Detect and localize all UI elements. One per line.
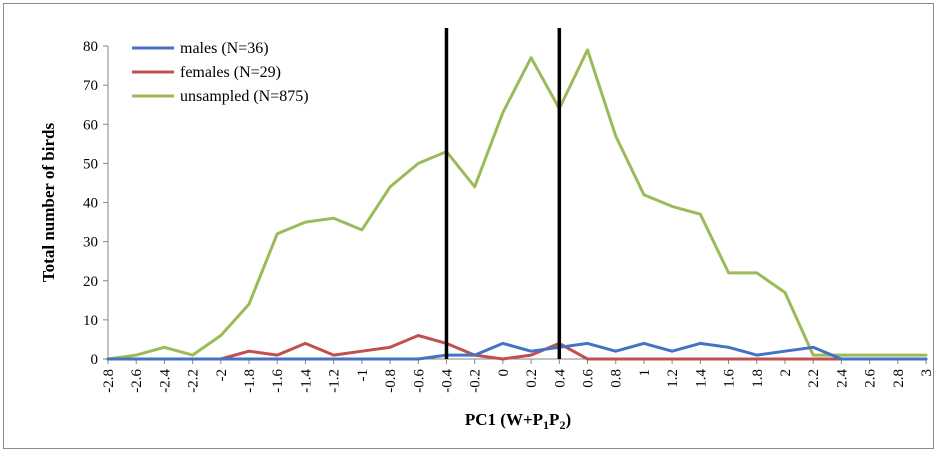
y-tick-label: 70 — [83, 78, 98, 94]
x-tick-label: -0.4 — [439, 369, 455, 393]
x-tick-label: 3 — [919, 369, 935, 377]
x-axis-title-end: ) — [565, 410, 571, 429]
legend: males (N=36) females (N=29) unsampled (N=8… — [132, 40, 309, 105]
x-tick-label: 2 — [778, 369, 794, 377]
y-tick-label: 50 — [83, 156, 98, 172]
x-tick-label: -2 — [214, 369, 230, 382]
series-line-males — [106, 341, 928, 361]
x-tick-label: 1.4 — [693, 369, 709, 388]
x-axis-title-mid: P — [549, 410, 559, 429]
y-tick-label: 60 — [83, 117, 98, 133]
x-tick-label: 2.6 — [863, 369, 879, 388]
y-tick-label: 10 — [83, 313, 98, 329]
x-tick-label: 0.2 — [524, 369, 540, 388]
x-tick-label: -2.8 — [101, 369, 117, 393]
chart-frame — [3, 3, 934, 449]
y-axis-title: Total number of birds — [39, 123, 58, 283]
x-tick-label: -2.4 — [157, 369, 173, 393]
x-tick-label: -1.6 — [270, 369, 286, 393]
x-axis-title: PC1 (W+P1P2) — [465, 410, 571, 432]
x-tick-label: -2.2 — [186, 369, 202, 393]
y-tick-label: 20 — [83, 274, 98, 290]
x-tick-label: 0.6 — [581, 369, 597, 388]
x-tick-label: 0.4 — [552, 369, 568, 388]
x-axis-title-sub1: 1 — [543, 418, 549, 432]
reference-lines — [444, 28, 562, 359]
series-layer — [106, 48, 928, 361]
x-tick-label: -0.8 — [383, 369, 399, 393]
x-tick-label: 1 — [637, 369, 653, 377]
y-tick-label: 40 — [83, 196, 98, 212]
x-tick-label: -1.2 — [327, 369, 343, 393]
series-line-unsampled — [106, 48, 928, 361]
x-tick-label: -2.6 — [129, 369, 145, 393]
y-tick-label: 0 — [91, 352, 99, 368]
legend-label: males (N=36) — [180, 40, 269, 57]
x-tick-label: 1.8 — [750, 369, 766, 388]
x-tick-label: 1.2 — [665, 369, 681, 388]
x-tick-label: -0.2 — [468, 369, 484, 393]
legend-label: females (N=29) — [180, 64, 281, 81]
x-tick-label: 2.4 — [834, 369, 850, 388]
x-tick-label: 1.6 — [722, 369, 738, 388]
x-tick-label: -0.6 — [411, 369, 427, 393]
x-tick-label: 0 — [496, 369, 512, 377]
legend-label: unsampled (N=875) — [180, 88, 309, 105]
x-axis-title-sub2: 2 — [559, 418, 565, 432]
x-axis-title-main: PC1 (W+P — [465, 410, 543, 429]
x-tick-label: -1.8 — [242, 369, 258, 393]
x-tick-label: 0.8 — [609, 369, 625, 388]
y-tick-label: 30 — [83, 235, 98, 251]
x-tick-label: -1.4 — [298, 369, 314, 393]
series-line-females — [106, 334, 928, 361]
x-tick-label: 2.8 — [891, 369, 907, 388]
y-tick-label: 80 — [83, 39, 98, 55]
x-tick-label: -1 — [355, 369, 371, 382]
x-tick-label: 2.2 — [806, 369, 822, 388]
